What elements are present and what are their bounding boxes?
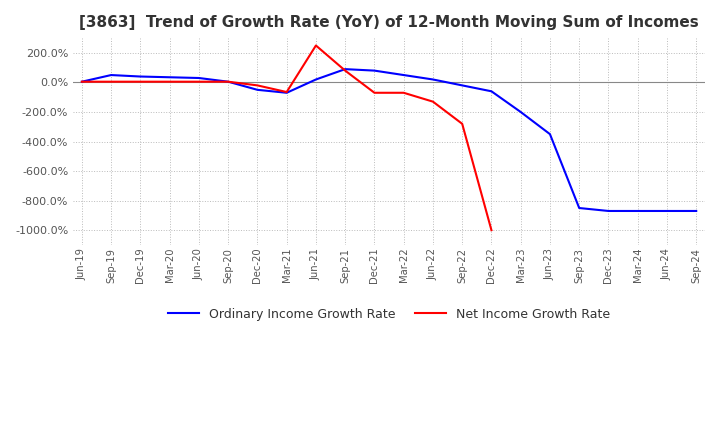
Ordinary Income Growth Rate xyxy=(575,205,583,211)
Ordinary Income Growth Rate xyxy=(487,88,496,94)
Net Income Growth Rate xyxy=(78,79,86,84)
Net Income Growth Rate xyxy=(370,90,379,95)
Net Income Growth Rate xyxy=(136,79,145,84)
Net Income Growth Rate xyxy=(341,68,349,73)
Line: Net Income Growth Rate: Net Income Growth Rate xyxy=(82,45,492,230)
Net Income Growth Rate xyxy=(107,79,115,84)
Ordinary Income Growth Rate xyxy=(341,66,349,72)
Ordinary Income Growth Rate xyxy=(634,208,642,213)
Ordinary Income Growth Rate xyxy=(458,83,467,88)
Ordinary Income Growth Rate xyxy=(136,74,145,79)
Ordinary Income Growth Rate xyxy=(253,87,262,92)
Legend: Ordinary Income Growth Rate, Net Income Growth Rate: Ordinary Income Growth Rate, Net Income … xyxy=(163,303,615,326)
Ordinary Income Growth Rate xyxy=(428,77,437,82)
Ordinary Income Growth Rate xyxy=(546,132,554,137)
Net Income Growth Rate xyxy=(224,79,233,84)
Ordinary Income Growth Rate xyxy=(370,68,379,73)
Net Income Growth Rate xyxy=(166,79,174,84)
Ordinary Income Growth Rate xyxy=(516,110,525,115)
Ordinary Income Growth Rate xyxy=(604,208,613,213)
Ordinary Income Growth Rate xyxy=(282,90,291,95)
Ordinary Income Growth Rate xyxy=(78,79,86,84)
Ordinary Income Growth Rate xyxy=(662,208,671,213)
Net Income Growth Rate xyxy=(400,90,408,95)
Ordinary Income Growth Rate xyxy=(312,77,320,82)
Net Income Growth Rate xyxy=(487,227,496,233)
Net Income Growth Rate xyxy=(253,83,262,88)
Title: [3863]  Trend of Growth Rate (YoY) of 12-Month Moving Sum of Incomes: [3863] Trend of Growth Rate (YoY) of 12-… xyxy=(79,15,699,30)
Ordinary Income Growth Rate xyxy=(107,73,115,78)
Line: Ordinary Income Growth Rate: Ordinary Income Growth Rate xyxy=(82,69,696,211)
Net Income Growth Rate xyxy=(458,121,467,126)
Ordinary Income Growth Rate xyxy=(400,73,408,78)
Ordinary Income Growth Rate xyxy=(166,75,174,80)
Net Income Growth Rate xyxy=(428,99,437,104)
Ordinary Income Growth Rate xyxy=(224,79,233,84)
Net Income Growth Rate xyxy=(312,43,320,48)
Net Income Growth Rate xyxy=(194,79,203,84)
Net Income Growth Rate xyxy=(282,89,291,95)
Ordinary Income Growth Rate xyxy=(194,75,203,81)
Ordinary Income Growth Rate xyxy=(692,208,701,213)
